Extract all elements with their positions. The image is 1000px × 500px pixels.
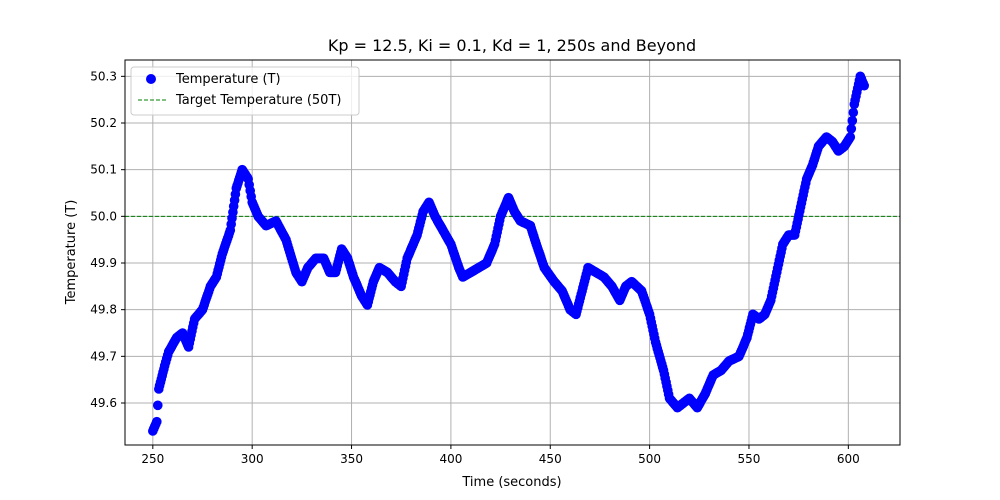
- x-tick-label: 300: [241, 452, 264, 466]
- x-tick-label: 250: [141, 452, 164, 466]
- y-axis-label: Temperature (T): [64, 200, 79, 306]
- data-point: [859, 80, 869, 91]
- data-point: [846, 124, 857, 134]
- x-ticks: 250 300 350 400 450 500 550 600: [141, 445, 860, 466]
- chart-title: Kp = 12.5, Ki = 0.1, Kd = 1, 250s and Be…: [328, 36, 696, 55]
- x-axis-label: Time (seconds): [461, 475, 561, 490]
- y-tick-label: 50.2: [90, 116, 117, 130]
- x-tick-label: 350: [340, 452, 363, 466]
- data-point: [847, 115, 858, 126]
- data-point: [845, 132, 856, 142]
- data-point: [848, 107, 859, 118]
- data-point: [153, 400, 163, 411]
- x-grid: [152, 60, 849, 445]
- legend-label-temperature: Temperature (T): [175, 72, 281, 87]
- legend-box: [130, 66, 360, 116]
- plot-area: [125, 60, 900, 445]
- y-tick-label: 50.3: [90, 69, 117, 83]
- y-tick-label: 49.9: [90, 256, 117, 270]
- temperature-points: [148, 71, 869, 436]
- x-tick-label: 400: [439, 452, 462, 466]
- y-tick-label: 50.1: [90, 163, 117, 177]
- y-ticks: 49.6 49.7 49.8 49.9 50.0 50.1 50.2 50.3: [90, 69, 125, 410]
- x-tick-label: 600: [837, 452, 860, 466]
- plot-frame: [124, 59, 901, 446]
- data-point: [152, 416, 162, 427]
- y-tick-label: 49.6: [90, 396, 117, 410]
- legend: Temperature (T) Target Temperature (50T): [130, 66, 360, 116]
- legend-label-target: Target Temperature (50T): [175, 93, 341, 108]
- x-tick-label: 550: [738, 452, 761, 466]
- y-tick-label: 49.7: [90, 349, 117, 363]
- legend-marker-temperature: [146, 74, 156, 84]
- y-tick-label: 49.8: [90, 303, 117, 317]
- y-tick-label: 50.0: [90, 209, 117, 223]
- x-tick-label: 450: [539, 452, 562, 466]
- x-tick-label: 500: [638, 452, 661, 466]
